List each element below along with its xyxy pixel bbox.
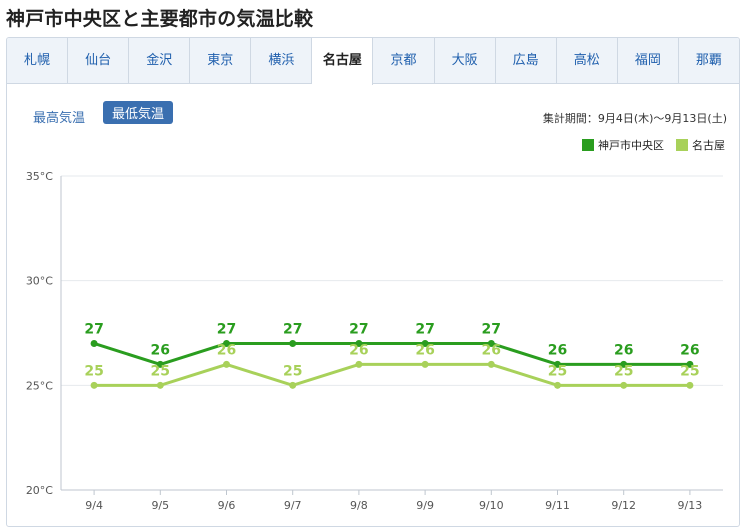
data-point-series2 xyxy=(554,381,561,389)
page-title: 神戸市中央区と主要都市の気温比較 xyxy=(6,8,314,30)
data-label-series1: 27 xyxy=(482,321,501,337)
data-point-series1 xyxy=(620,360,628,368)
data-point-series2 xyxy=(90,381,98,389)
data-label-series2: 25 xyxy=(680,363,699,379)
legend-swatch-series1 xyxy=(582,139,594,151)
data-point-series1 xyxy=(223,339,230,347)
data-label-series1: 26 xyxy=(614,342,633,358)
tab-city-10[interactable]: 福岡 xyxy=(618,38,679,83)
legend-label-series1: 神戸市中央区 xyxy=(598,139,664,152)
legend-item-series2[interactable]: 名古屋 xyxy=(676,137,725,153)
data-label-series1: 27 xyxy=(217,321,236,337)
period-text: 集計期間：9月4日(木)〜9月13日(土) xyxy=(542,112,727,125)
tab-city-9[interactable]: 高松 xyxy=(557,38,618,83)
x-tick-label: 9/6 xyxy=(218,499,236,512)
data-point-series2 xyxy=(156,381,164,389)
tab-city-11[interactable]: 那覇 xyxy=(695,53,722,68)
data-point-series2 xyxy=(289,381,297,389)
data-label-series2: 25 xyxy=(283,363,302,379)
tab-city-3[interactable]: 東京 xyxy=(190,38,252,83)
data-point-series2 xyxy=(686,381,694,389)
x-tick-label: 9/4 xyxy=(85,499,103,512)
x-tick-label: 9/8 xyxy=(350,499,368,512)
data-label-series2: 25 xyxy=(84,363,103,379)
legend-label-series2: 名古屋 xyxy=(692,139,725,152)
data-point-series2 xyxy=(223,360,230,368)
data-label-series2: 26 xyxy=(349,342,368,358)
series-line-1 xyxy=(93,341,690,366)
y-tick-label: 35°C xyxy=(26,170,53,183)
y-tick-label: 30°C xyxy=(26,275,53,288)
data-label-series1: 27 xyxy=(415,321,434,337)
x-tick-label: 9/5 xyxy=(151,499,169,512)
low-temp-toggle[interactable]: 最低気温 xyxy=(103,101,174,124)
x-tick-label: 9/10 xyxy=(479,499,504,512)
data-point-series1 xyxy=(686,360,694,368)
data-label-series1: 26 xyxy=(151,342,170,358)
data-label-series1: 27 xyxy=(84,321,103,337)
data-label-series2: 25 xyxy=(548,363,567,379)
data-label-series2: 26 xyxy=(217,342,236,358)
chart-legend: 神戸市中央区 名古屋 xyxy=(570,137,725,153)
data-label-series2: 25 xyxy=(614,363,633,379)
tab-city-1[interactable]: 仙台 xyxy=(68,38,130,83)
data-label-series1: 27 xyxy=(283,321,302,337)
data-label-series1: 26 xyxy=(680,342,699,358)
x-tick-label: 9/9 xyxy=(416,499,434,512)
data-label-series1: 26 xyxy=(548,342,567,358)
data-label-series2: 26 xyxy=(482,342,501,358)
data-label-series2: 25 xyxy=(151,363,170,379)
x-tick-label: 9/13 xyxy=(678,499,703,512)
x-tick-label: 9/11 xyxy=(545,499,570,512)
tab-city-7[interactable]: 大阪 xyxy=(435,38,496,83)
high-temp-toggle[interactable]: 最高気温 xyxy=(33,111,86,126)
x-tick-label: 9/12 xyxy=(611,499,636,512)
data-point-series2 xyxy=(355,360,363,368)
x-tick-label: 9/7 xyxy=(284,499,302,512)
tab-city-0[interactable]: 札幌 xyxy=(7,38,69,83)
tab-city-6[interactable]: 京都 xyxy=(373,38,435,83)
y-tick-label: 20°C xyxy=(26,484,53,497)
data-point-series1 xyxy=(554,360,561,368)
city-tab-bar: 札幌 仙台 金沢 東京 横浜 名古屋 京都 大阪 広島 高松 福岡 那覇 xyxy=(7,38,739,85)
data-point-series1 xyxy=(156,360,164,368)
tab-city-2[interactable]: 金沢 xyxy=(129,38,191,83)
data-point-series2 xyxy=(620,381,628,389)
temperature-line-chart: 20°C 25°C 30°C 35°C 9/4 9/5 9/6 9/7 9/8 9/9 9/10 9/… xyxy=(26,170,723,512)
tab-city-8[interactable]: 広島 xyxy=(496,38,557,83)
data-point-series2 xyxy=(487,360,495,368)
comparison-panel: 札幌 仙台 金沢 東京 横浜 名古屋 京都 大阪 広島 高松 福岡 那覇 最高気温 最低気温 集計期間… xyxy=(6,37,740,527)
y-tick-label: 25°C xyxy=(26,379,53,392)
series-line-2 xyxy=(94,362,690,387)
data-point-series1 xyxy=(90,339,98,347)
data-label-series1: 27 xyxy=(349,321,368,337)
tab-city-5[interactable]: 名古屋 xyxy=(312,38,374,85)
legend-item-series1[interactable]: 神戸市中央区 xyxy=(582,137,664,153)
tab-city-4[interactable]: 横浜 xyxy=(251,38,313,83)
legend-swatch-series2 xyxy=(676,139,688,151)
data-point-series1 xyxy=(355,339,363,347)
data-point-series1 xyxy=(421,339,429,347)
data-point-series2 xyxy=(421,360,429,368)
data-label-series2: 26 xyxy=(415,342,434,358)
data-point-series1 xyxy=(487,339,495,347)
data-point-series1 xyxy=(289,339,297,347)
